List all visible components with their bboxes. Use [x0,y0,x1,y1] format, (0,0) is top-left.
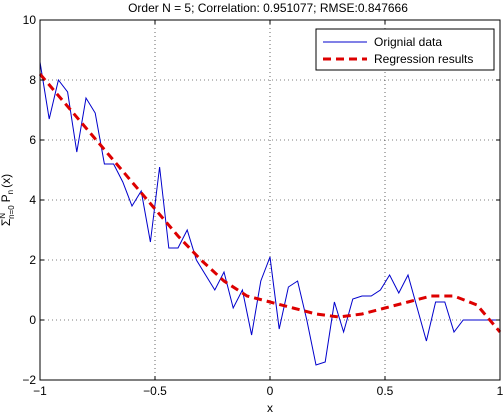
y-label-sup: N [0,213,7,219]
y-tick-label: −2 [22,373,36,387]
legend-label-regression: Regression results [374,52,473,66]
chart-title: Order N = 5; Correlation: 0.951077; RMSE… [128,1,408,15]
y-tick-label: 2 [29,253,36,267]
y-label-p-sub: n [6,190,15,194]
x-tick-label: 0.5 [377,384,394,398]
y-label-p: P [0,194,13,202]
y-tick-label: 8 [29,73,36,87]
legend-label-original: Orignial data [374,35,442,49]
y-label-sigma: Σ [0,219,13,226]
legend: Orignial data Regression results [315,28,495,71]
y-tick-label: 4 [29,193,36,207]
y-label-arg: (x) [0,174,13,188]
regression-line [38,73,502,333]
ticks: −1 −0.5 0 0.5 1 −2 0 2 4 6 8 10 [22,13,503,398]
y-tick-label: 6 [29,133,36,147]
x-tick-label: −1 [33,384,47,398]
original-data-line [39,61,500,366]
svg-text:ΣNn=0Pn(x): ΣNn=0 Pn (x) [0,174,16,226]
x-axis-label: x [267,401,273,414]
legend-box [315,28,495,71]
y-tick-label: 0 [29,313,36,327]
x-tick-label: 0 [267,384,274,398]
series-group [38,61,502,366]
grid [40,20,500,380]
y-label-sub: n=0 [7,205,16,219]
x-tick-label: 1 [497,384,503,398]
x-tick-label: −0.5 [143,384,167,398]
y-axis-label: ΣNn=0 Pn (x) [0,174,16,226]
y-tick-label: 10 [23,13,37,27]
